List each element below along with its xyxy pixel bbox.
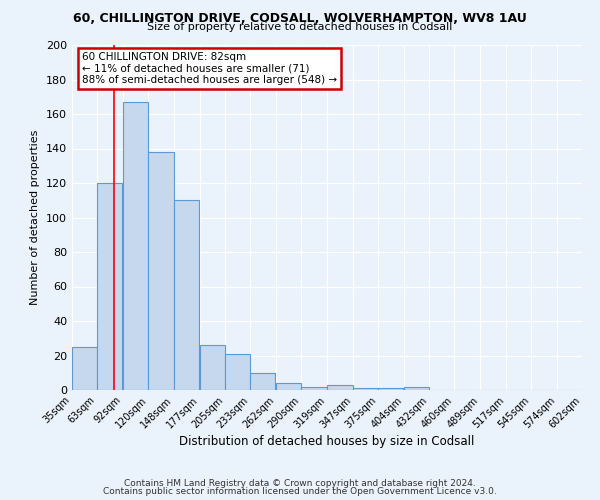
Bar (97, 183, 122, 390)
Bar (123, 102, 148, 390)
Bar (72, 347, 97, 390)
Bar (173, 200, 199, 390)
Bar (250, 373, 275, 390)
Text: Size of property relative to detached houses in Codsall: Size of property relative to detached ho… (148, 22, 452, 32)
Text: Contains public sector information licensed under the Open Government Licence v3: Contains public sector information licen… (103, 487, 497, 496)
Bar (378, 388, 403, 390)
Bar (301, 386, 326, 390)
Bar (328, 385, 353, 390)
Bar (200, 345, 225, 390)
Text: 60, CHILLINGTON DRIVE, CODSALL, WOLVERHAMPTON, WV8 1AU: 60, CHILLINGTON DRIVE, CODSALL, WOLVERHA… (73, 12, 527, 26)
Bar (225, 354, 250, 390)
Bar (353, 388, 378, 390)
Bar (404, 386, 429, 390)
Y-axis label: Number of detached properties: Number of detached properties (31, 130, 40, 305)
Bar (276, 383, 301, 390)
X-axis label: Distribution of detached houses by size in Codsall: Distribution of detached houses by size … (179, 436, 475, 448)
Bar (148, 152, 173, 390)
Text: Contains HM Land Registry data © Crown copyright and database right 2024.: Contains HM Land Registry data © Crown c… (124, 478, 476, 488)
Text: 60 CHILLINGTON DRIVE: 82sqm
← 11% of detached houses are smaller (71)
88% of sem: 60 CHILLINGTON DRIVE: 82sqm ← 11% of det… (82, 52, 337, 85)
